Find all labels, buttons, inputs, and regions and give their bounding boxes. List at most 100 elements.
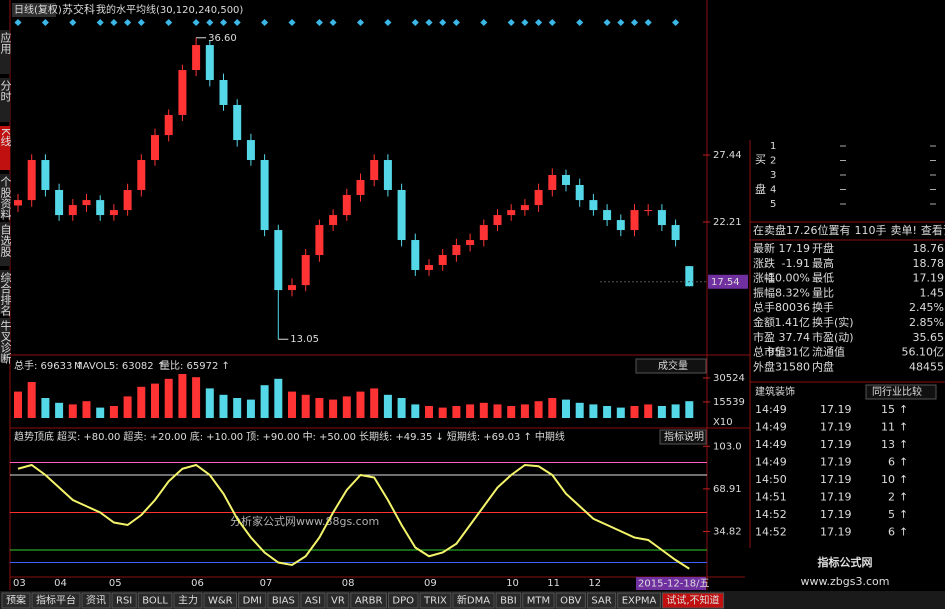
tab[interactable]: [1, 592, 31, 609]
side-tab[interactable]: [0, 30, 10, 74]
quote-value: 56.10亿: [902, 346, 945, 359]
tab-label[interactable]: BIAS: [272, 596, 295, 607]
tab[interactable]: [267, 592, 300, 609]
side-tab[interactable]: [0, 174, 10, 218]
candle-body: [603, 210, 612, 221]
tab[interactable]: [419, 592, 452, 609]
signal-dot: [576, 18, 584, 27]
tab[interactable]: [617, 592, 661, 609]
trade-price: 17.19: [820, 456, 852, 469]
volume-bar: [383, 394, 392, 418]
tab[interactable]: [173, 592, 203, 609]
side-tab[interactable]: [0, 126, 10, 170]
volume-title[interactable]: 成交量: [658, 359, 688, 372]
candle-body: [507, 210, 516, 216]
candle-body: [192, 45, 201, 71]
book-side: 盘: [755, 182, 766, 196]
volume-bar: [644, 404, 653, 418]
side-tab[interactable]: [0, 318, 10, 362]
tab-label[interactable]: 资讯: [86, 595, 106, 607]
sector-name: 建筑装饰: [755, 385, 795, 398]
line-label: 短期线:: [447, 430, 480, 443]
tab[interactable]: [522, 592, 555, 609]
tab[interactable]: [203, 592, 238, 609]
candle-body: [274, 230, 283, 291]
candle-body: [137, 160, 146, 190]
tab-label[interactable]: 指标平台: [36, 594, 76, 607]
tab[interactable]: [350, 592, 387, 609]
trade-price: 17.19: [820, 421, 852, 434]
tab-label[interactable]: 试试,不知道: [666, 594, 719, 607]
volume-bar: [68, 404, 77, 418]
help-label[interactable]: 指标说明: [664, 430, 704, 443]
tab-label[interactable]: 预案: [6, 594, 26, 607]
tab-label[interactable]: OBV: [560, 596, 581, 607]
tab-label[interactable]: VR: [331, 596, 345, 607]
tab-label[interactable]: RSI: [116, 596, 132, 607]
tab-label[interactable]: 新DMA: [457, 594, 490, 607]
side-tab[interactable]: [0, 222, 10, 266]
signal-dot: [356, 18, 365, 27]
signal-dot: [206, 18, 214, 27]
tab[interactable]: [495, 592, 522, 609]
volume-unit: X10: [713, 417, 733, 428]
side-tab-label[interactable]: 分时: [0, 80, 12, 102]
tab-label[interactable]: W&R: [208, 596, 233, 607]
side-tab-label[interactable]: 自选股: [0, 224, 12, 258]
tab-label[interactable]: 主力: [178, 594, 198, 607]
tab-label[interactable]: MTM: [527, 596, 550, 607]
tab[interactable]: [137, 592, 173, 609]
volume-bar: [260, 385, 269, 418]
tab-label[interactable]: BBI: [500, 596, 517, 607]
compare-label[interactable]: 同行业比较: [872, 385, 922, 398]
trade-time: 14:52: [755, 526, 787, 539]
tab-label[interactable]: ASI: [305, 596, 321, 607]
tab[interactable]: [326, 592, 350, 609]
date-cursor-box: [636, 577, 706, 590]
indicator-title: 趋势顶底: [14, 430, 54, 443]
tab[interactable]: [238, 592, 267, 609]
tab[interactable]: [661, 592, 725, 609]
tab-label[interactable]: TRIX: [423, 596, 447, 607]
notice[interactable]: 查看详细: [921, 223, 945, 237]
tab-label[interactable]: DPO: [392, 596, 414, 607]
side-tab-label[interactable]: 牛叉诊断: [0, 319, 12, 365]
tab[interactable]: [300, 592, 326, 609]
tab-label[interactable]: EXPMA: [622, 596, 657, 607]
volume-bar: [534, 401, 543, 418]
tab[interactable]: [452, 592, 495, 609]
side-tab-label[interactable]: 应用: [0, 31, 12, 55]
tab[interactable]: [31, 592, 81, 609]
tab[interactable]: [81, 592, 111, 609]
candle-body: [96, 200, 105, 216]
side-tab-label[interactable]: K线: [0, 128, 12, 146]
side-tab-label[interactable]: 综合排名: [0, 271, 12, 316]
compare-button[interactable]: [865, 384, 937, 400]
side-tab[interactable]: [0, 270, 10, 314]
tab[interactable]: [111, 592, 137, 609]
quote-value: 48455: [909, 360, 944, 373]
candle-body: [370, 160, 379, 180]
candle-body: [205, 45, 214, 81]
help-button[interactable]: [659, 429, 707, 445]
tab[interactable]: [555, 592, 586, 609]
quote-value: 18.78: [913, 257, 945, 270]
tab-label[interactable]: SAR: [591, 596, 611, 607]
level-value: +20.00: [150, 432, 187, 443]
tab-label[interactable]: BOLL: [142, 596, 168, 607]
side-tab[interactable]: [0, 78, 10, 122]
tab[interactable]: [586, 592, 617, 609]
line-label: 长期线:: [359, 430, 392, 443]
volume-bar: [520, 404, 529, 418]
quote-value: 17.19: [913, 272, 945, 285]
volume-bar: [397, 398, 406, 418]
tab-label[interactable]: ARBR: [355, 596, 383, 607]
tab[interactable]: [387, 592, 419, 609]
candle-body: [466, 240, 475, 246]
tab-label[interactable]: DMI: [243, 596, 262, 607]
volume-selector[interactable]: [635, 358, 707, 374]
volume-bar: [27, 382, 36, 418]
volume-bar: [452, 406, 461, 418]
side-tab-label[interactable]: 个股资料: [0, 176, 12, 221]
watermark: 分析家公式网www.88gs.com: [230, 514, 379, 528]
